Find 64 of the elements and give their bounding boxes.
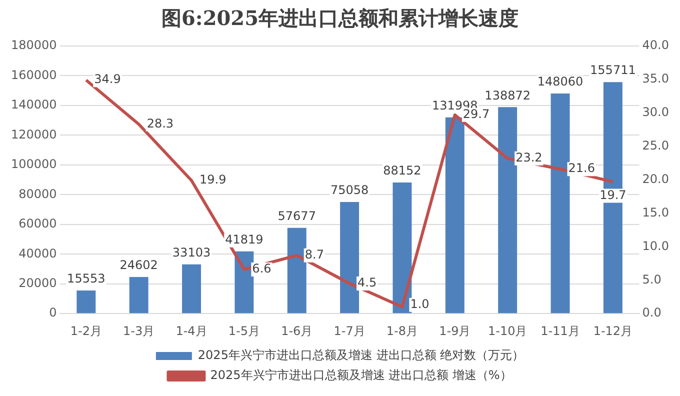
y2-tick-label: 5.0 [642, 272, 662, 286]
x-tick-label: 1-8月 [386, 324, 418, 338]
chart-title: 图6:2025年进出口总额和累计增长速度 [162, 6, 518, 30]
data-label: 24602 [120, 258, 158, 272]
data-label: 6.6 [252, 262, 272, 276]
legend-label: 2025年兴宁市进出口总额及增速 进出口总额 绝对数（万元） [198, 348, 524, 362]
y2-tick-label: 30.0 [642, 105, 669, 120]
data-label: 23.2 [516, 150, 542, 165]
bar [392, 182, 412, 314]
data-label: 1.0 [410, 297, 430, 312]
data-label: 155711 [590, 63, 636, 78]
legend-label: 2025年兴宁市进出口总额及增速 进出口总额 增速（%） [210, 368, 512, 382]
y2-tick-label: 35.0 [642, 72, 669, 86]
x-tick-label: 1-7月 [334, 324, 366, 338]
y2-tick-label: 25.0 [642, 138, 669, 152]
bar [498, 107, 518, 314]
bar [445, 117, 464, 314]
y-tick-label: 100000 [10, 157, 57, 172]
data-label: 4.5 [358, 276, 377, 290]
x-tick-label: 1-11月 [540, 324, 580, 338]
y-tick-label: 80000 [18, 186, 57, 201]
bar [129, 277, 148, 314]
y2-tick-label: 40.0 [642, 38, 669, 52]
bar [550, 93, 570, 314]
y-tick-label: 40000 [18, 246, 57, 260]
y-tick-label: 20000 [18, 276, 57, 290]
data-label: 33103 [172, 246, 211, 260]
data-label: 21.6 [568, 161, 595, 176]
bar [76, 290, 96, 314]
x-tick-label: 1-4月 [176, 324, 208, 338]
x-tick-label: 1-10月 [488, 324, 528, 338]
data-label: 28.3 [146, 116, 174, 130]
data-label: 19.9 [200, 172, 226, 187]
data-label: 15553 [67, 272, 106, 286]
y2-tick-label: 15.0 [642, 205, 669, 220]
y-tick-label: 160000 [10, 68, 57, 82]
data-label: 29.7 [462, 107, 490, 122]
x-tick-label: 1-6月 [281, 324, 313, 338]
data-label: 34.9 [94, 72, 121, 86]
data-label: 8.7 [304, 248, 324, 262]
bar [182, 264, 201, 314]
y-tick-label: 120000 [10, 127, 57, 142]
y2-tick-label: 20.0 [642, 172, 669, 186]
y-tick-label: 60000 [18, 216, 57, 231]
data-label: 88152 [383, 164, 422, 178]
data-label: 19.7 [600, 188, 626, 202]
y-tick-label: 180000 [10, 38, 57, 52]
bar [234, 251, 254, 314]
y-tick-label: 0 [49, 306, 57, 320]
x-tick-label: 1-12月 [593, 324, 633, 338]
bar [340, 202, 360, 314]
data-label: 41819 [225, 232, 264, 247]
x-tick-label: 1-3月 [123, 324, 155, 338]
data-label: 57677 [278, 208, 316, 223]
bar [287, 228, 306, 314]
data-label: 138872 [484, 88, 530, 102]
data-label: 148060 [537, 74, 584, 89]
x-tick-label: 1-5月 [228, 324, 260, 338]
y-tick-label: 140000 [10, 98, 57, 112]
y2-tick-label: 0.0 [642, 306, 662, 320]
data-label: 75058 [330, 183, 369, 198]
x-tick-label: 1-9月 [439, 324, 471, 338]
y2-tick-label: 10.0 [642, 238, 669, 253]
x-tick-label: 1-2月 [70, 324, 102, 338]
